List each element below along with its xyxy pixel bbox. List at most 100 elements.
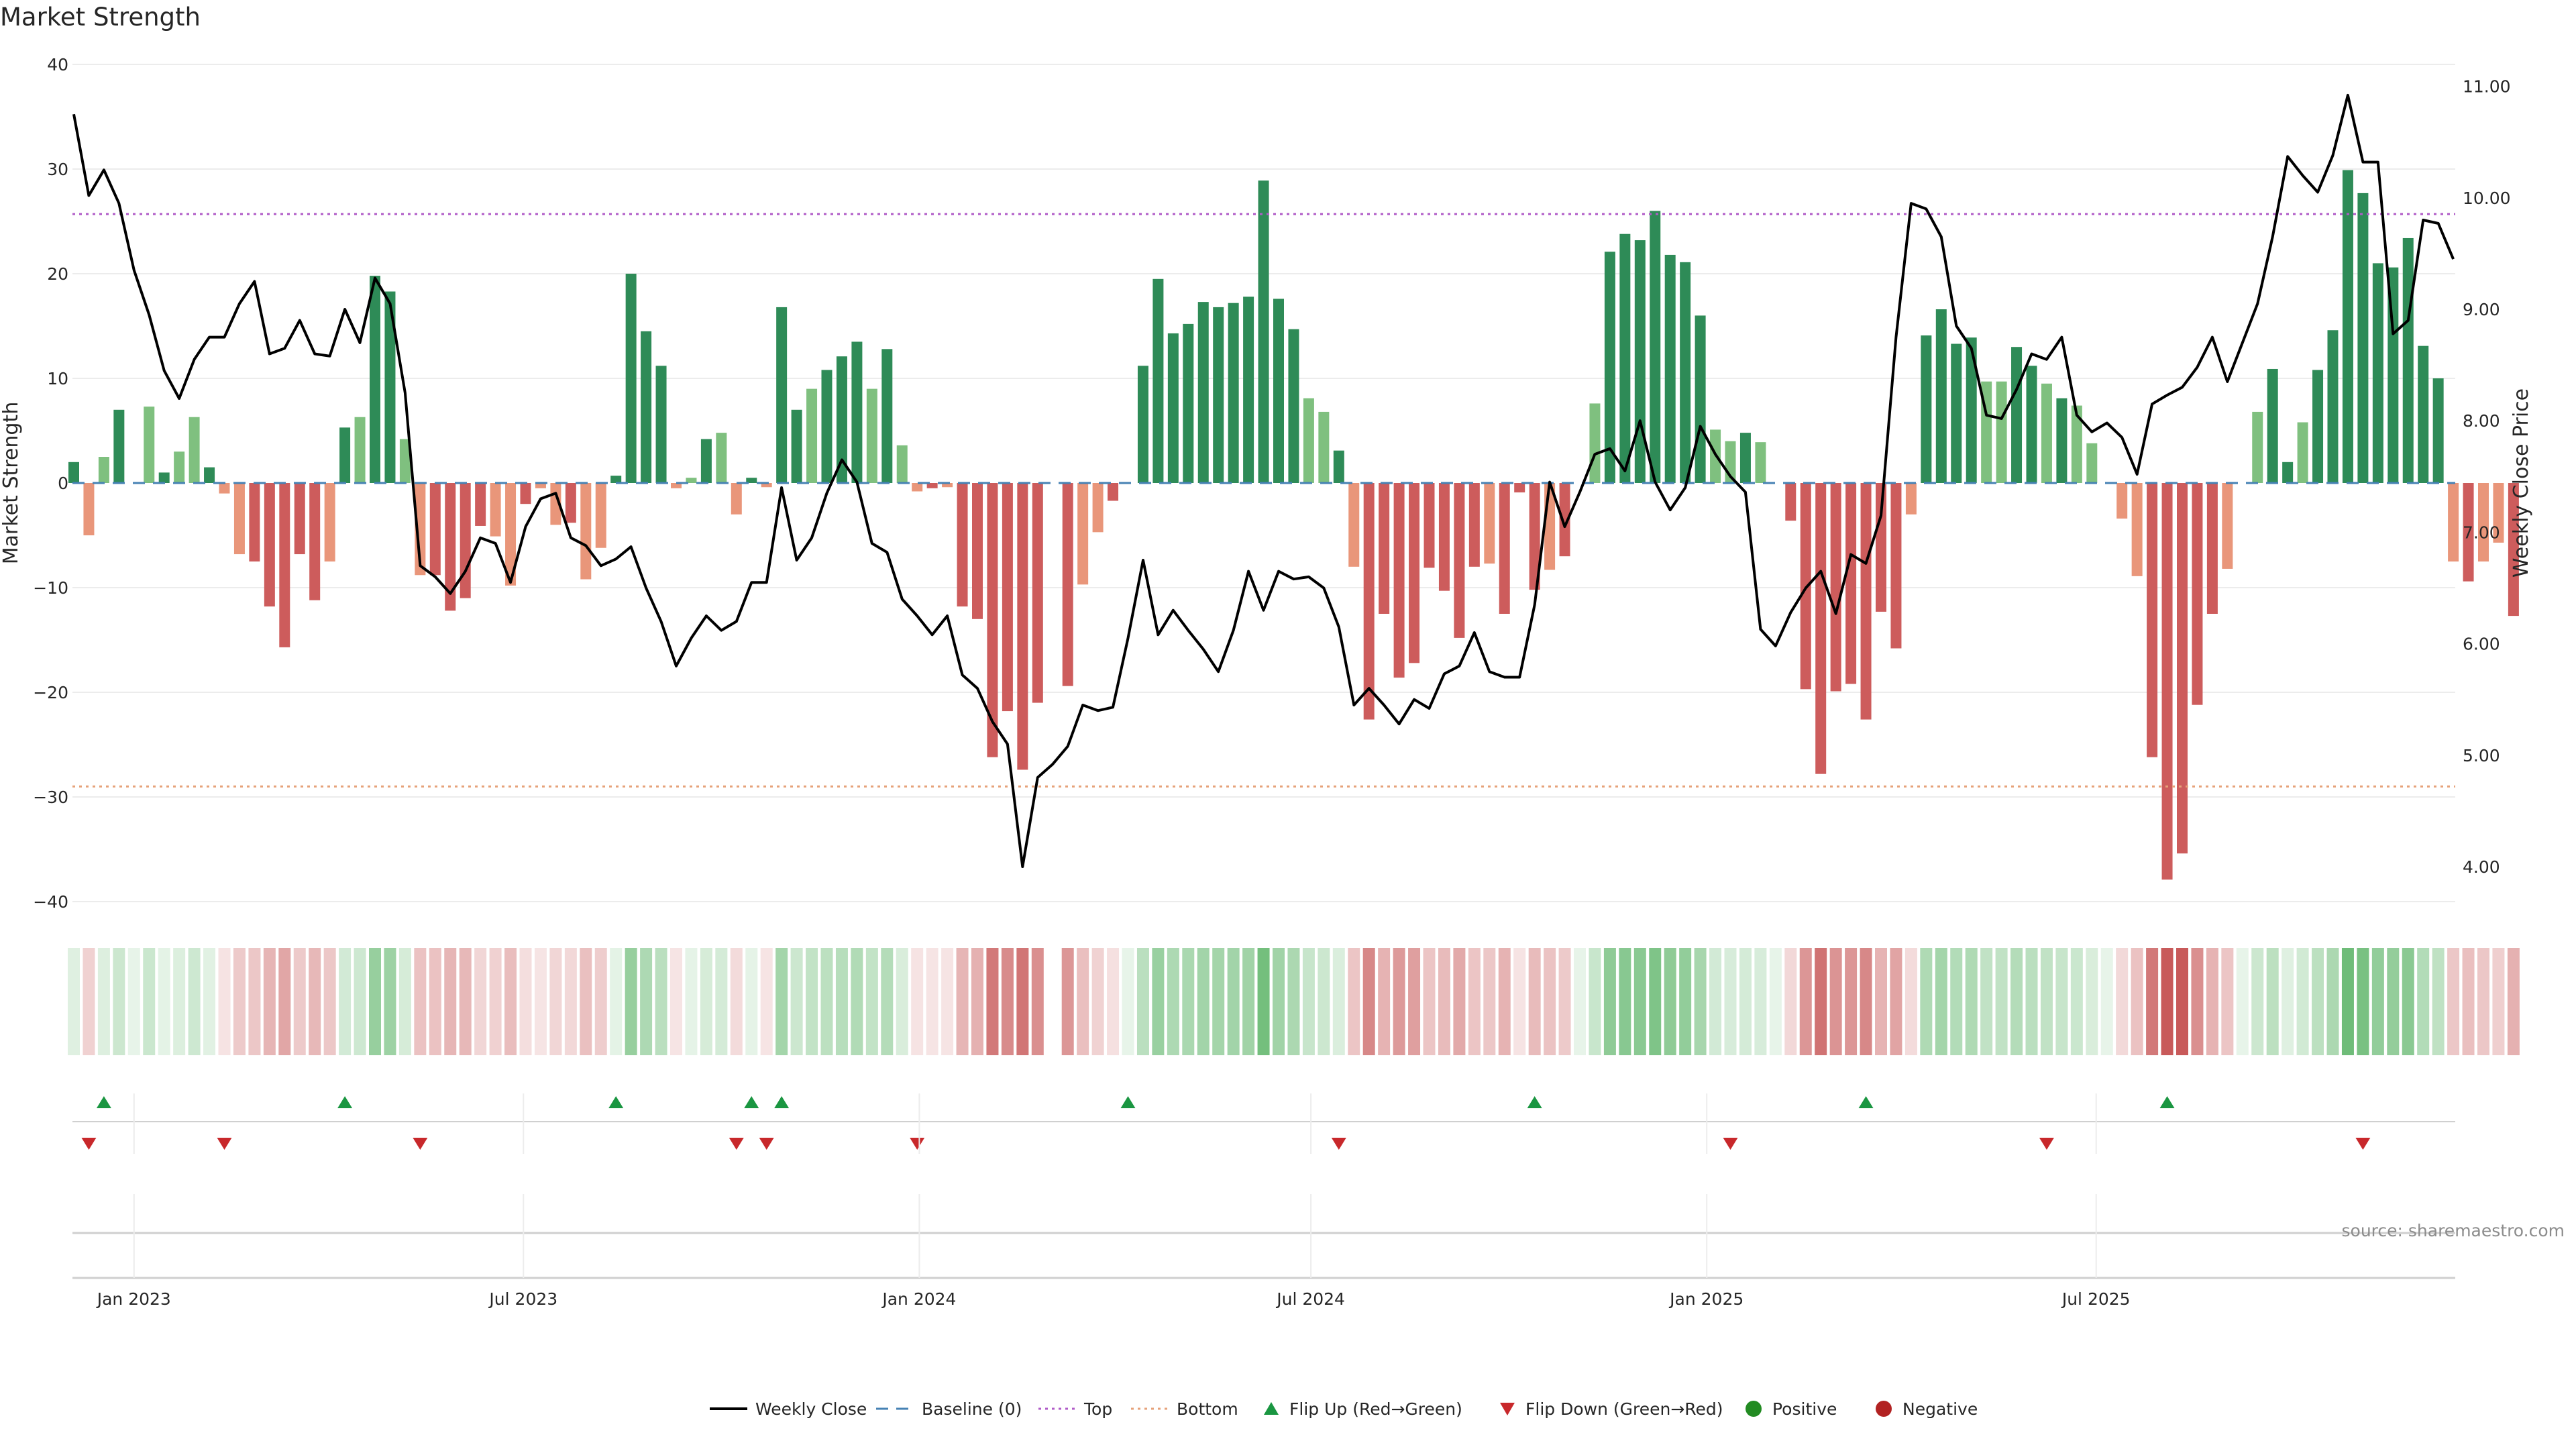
strength-bar bbox=[1680, 262, 1691, 483]
heatmap-cell bbox=[2341, 948, 2354, 1055]
strength-bar bbox=[2387, 267, 2399, 483]
strength-bar bbox=[535, 483, 546, 488]
heatmap-cell bbox=[1273, 948, 1285, 1055]
strength-bar bbox=[1183, 323, 1194, 483]
heatmap-cell bbox=[1694, 948, 1707, 1055]
strength-bar bbox=[2267, 368, 2278, 483]
y2-tick-label: 8.00 bbox=[2463, 411, 2500, 431]
strength-bar bbox=[2131, 483, 2143, 576]
heatmap-cell bbox=[278, 948, 291, 1055]
strength-bar bbox=[429, 483, 441, 576]
legend-swatch bbox=[1500, 1403, 1515, 1415]
strength-bar bbox=[821, 370, 833, 483]
heatmap-cell bbox=[549, 948, 562, 1055]
strength-bar bbox=[912, 483, 923, 492]
heatmap-cell bbox=[429, 948, 441, 1055]
heatmap-cell bbox=[1528, 948, 1541, 1055]
strength-bar bbox=[189, 417, 200, 483]
strength-bar bbox=[233, 483, 245, 555]
heatmap-cell bbox=[1001, 948, 1014, 1055]
strength-bar bbox=[2011, 347, 2023, 483]
heatmap-cell bbox=[1574, 948, 1586, 1055]
flip-up-marker bbox=[774, 1096, 790, 1108]
y2-tick-label: 9.00 bbox=[2463, 300, 2500, 319]
y-tick-label: −40 bbox=[33, 892, 68, 912]
heatmap-cell bbox=[700, 948, 712, 1055]
heatmap-cell bbox=[1784, 948, 1797, 1055]
strength-bar bbox=[1785, 483, 1796, 521]
heatmap-cell bbox=[2266, 948, 2279, 1055]
flip-up-marker bbox=[1858, 1096, 1874, 1108]
strength-bar bbox=[2357, 193, 2369, 483]
strength-bar bbox=[896, 445, 908, 483]
strength-bar bbox=[1454, 483, 1465, 638]
strength-bar bbox=[731, 483, 742, 515]
heatmap-cell bbox=[760, 948, 773, 1055]
strength-bar bbox=[2161, 483, 2173, 880]
heatmap-cell bbox=[2251, 948, 2264, 1055]
heatmap-cell bbox=[1167, 948, 1179, 1055]
strength-bar bbox=[1348, 483, 1360, 567]
heatmap-cell bbox=[1558, 948, 1571, 1055]
strength-bar bbox=[1996, 381, 2007, 483]
heatmap-cell bbox=[188, 948, 201, 1055]
strength-bar bbox=[2463, 483, 2474, 582]
heatmap-cell bbox=[1950, 948, 1963, 1055]
heatmap-cell bbox=[2086, 948, 2098, 1055]
strength-bar bbox=[1951, 343, 1962, 483]
heatmap-cell bbox=[1935, 948, 1947, 1055]
strength-bar bbox=[2312, 370, 2324, 483]
heatmap-cell bbox=[263, 948, 276, 1055]
strength-bar bbox=[1393, 483, 1405, 678]
y-axis-title: Market Strength bbox=[0, 402, 23, 564]
heatmap-cell bbox=[1890, 948, 1902, 1055]
heatmap-cell bbox=[1348, 948, 1360, 1055]
flip-down-marker bbox=[729, 1138, 744, 1150]
heatmap-cell bbox=[1664, 948, 1676, 1055]
heatmap-cell bbox=[1904, 948, 1917, 1055]
heatmap-cell bbox=[1860, 948, 1872, 1055]
heatmap-cell bbox=[143, 948, 156, 1055]
y2-tick-label: 10.00 bbox=[2463, 189, 2511, 208]
strength-bar bbox=[881, 349, 893, 483]
heatmap-cell bbox=[2312, 948, 2324, 1055]
heatmap-cell bbox=[233, 948, 246, 1055]
strength-bar bbox=[1213, 307, 1224, 483]
heatmap-cell bbox=[2040, 948, 2053, 1055]
x-tick-label: Jul 2023 bbox=[488, 1289, 557, 1309]
strength-bar bbox=[1876, 483, 1886, 612]
strength-bar bbox=[475, 483, 486, 526]
legend-item: Negative bbox=[1876, 1399, 1978, 1419]
strength-bar bbox=[1167, 333, 1179, 483]
heatmap-cell bbox=[2236, 948, 2249, 1055]
strength-bar bbox=[1032, 483, 1043, 703]
y-tick-label: 30 bbox=[47, 160, 68, 179]
heatmap-cell bbox=[203, 948, 216, 1055]
x-tick-label: Jul 2024 bbox=[1275, 1289, 1345, 1309]
strength-bar bbox=[249, 483, 260, 561]
legend-label: Negative bbox=[1902, 1399, 1978, 1419]
strength-bar bbox=[2493, 483, 2504, 543]
strength-bar bbox=[1273, 299, 1284, 483]
heatmap-cell bbox=[248, 948, 261, 1055]
strength-bar bbox=[1108, 483, 1119, 501]
heatmap-cell bbox=[1815, 948, 1827, 1055]
heatmap-cell bbox=[1589, 948, 1601, 1055]
strength-bar bbox=[354, 417, 366, 483]
heatmap-cell bbox=[986, 948, 999, 1055]
strength-bar bbox=[2252, 411, 2263, 483]
strength-bar bbox=[1695, 315, 1706, 483]
strength-bar bbox=[806, 388, 818, 483]
heatmap-cell bbox=[1544, 948, 1556, 1055]
strength-bar bbox=[1243, 297, 1254, 483]
heatmap-cell bbox=[956, 948, 969, 1055]
strength-bar bbox=[2071, 405, 2082, 483]
heatmap-cell bbox=[2055, 948, 2068, 1055]
heatmap-cell bbox=[1077, 948, 1089, 1055]
heatmap-cell bbox=[730, 948, 743, 1055]
flip-down-marker bbox=[2039, 1138, 2054, 1150]
legend-item: Top bbox=[1038, 1399, 1112, 1419]
heatmap-cell bbox=[1136, 948, 1149, 1055]
heatmap-cell bbox=[1845, 948, 1858, 1055]
strength-bar bbox=[460, 483, 471, 598]
